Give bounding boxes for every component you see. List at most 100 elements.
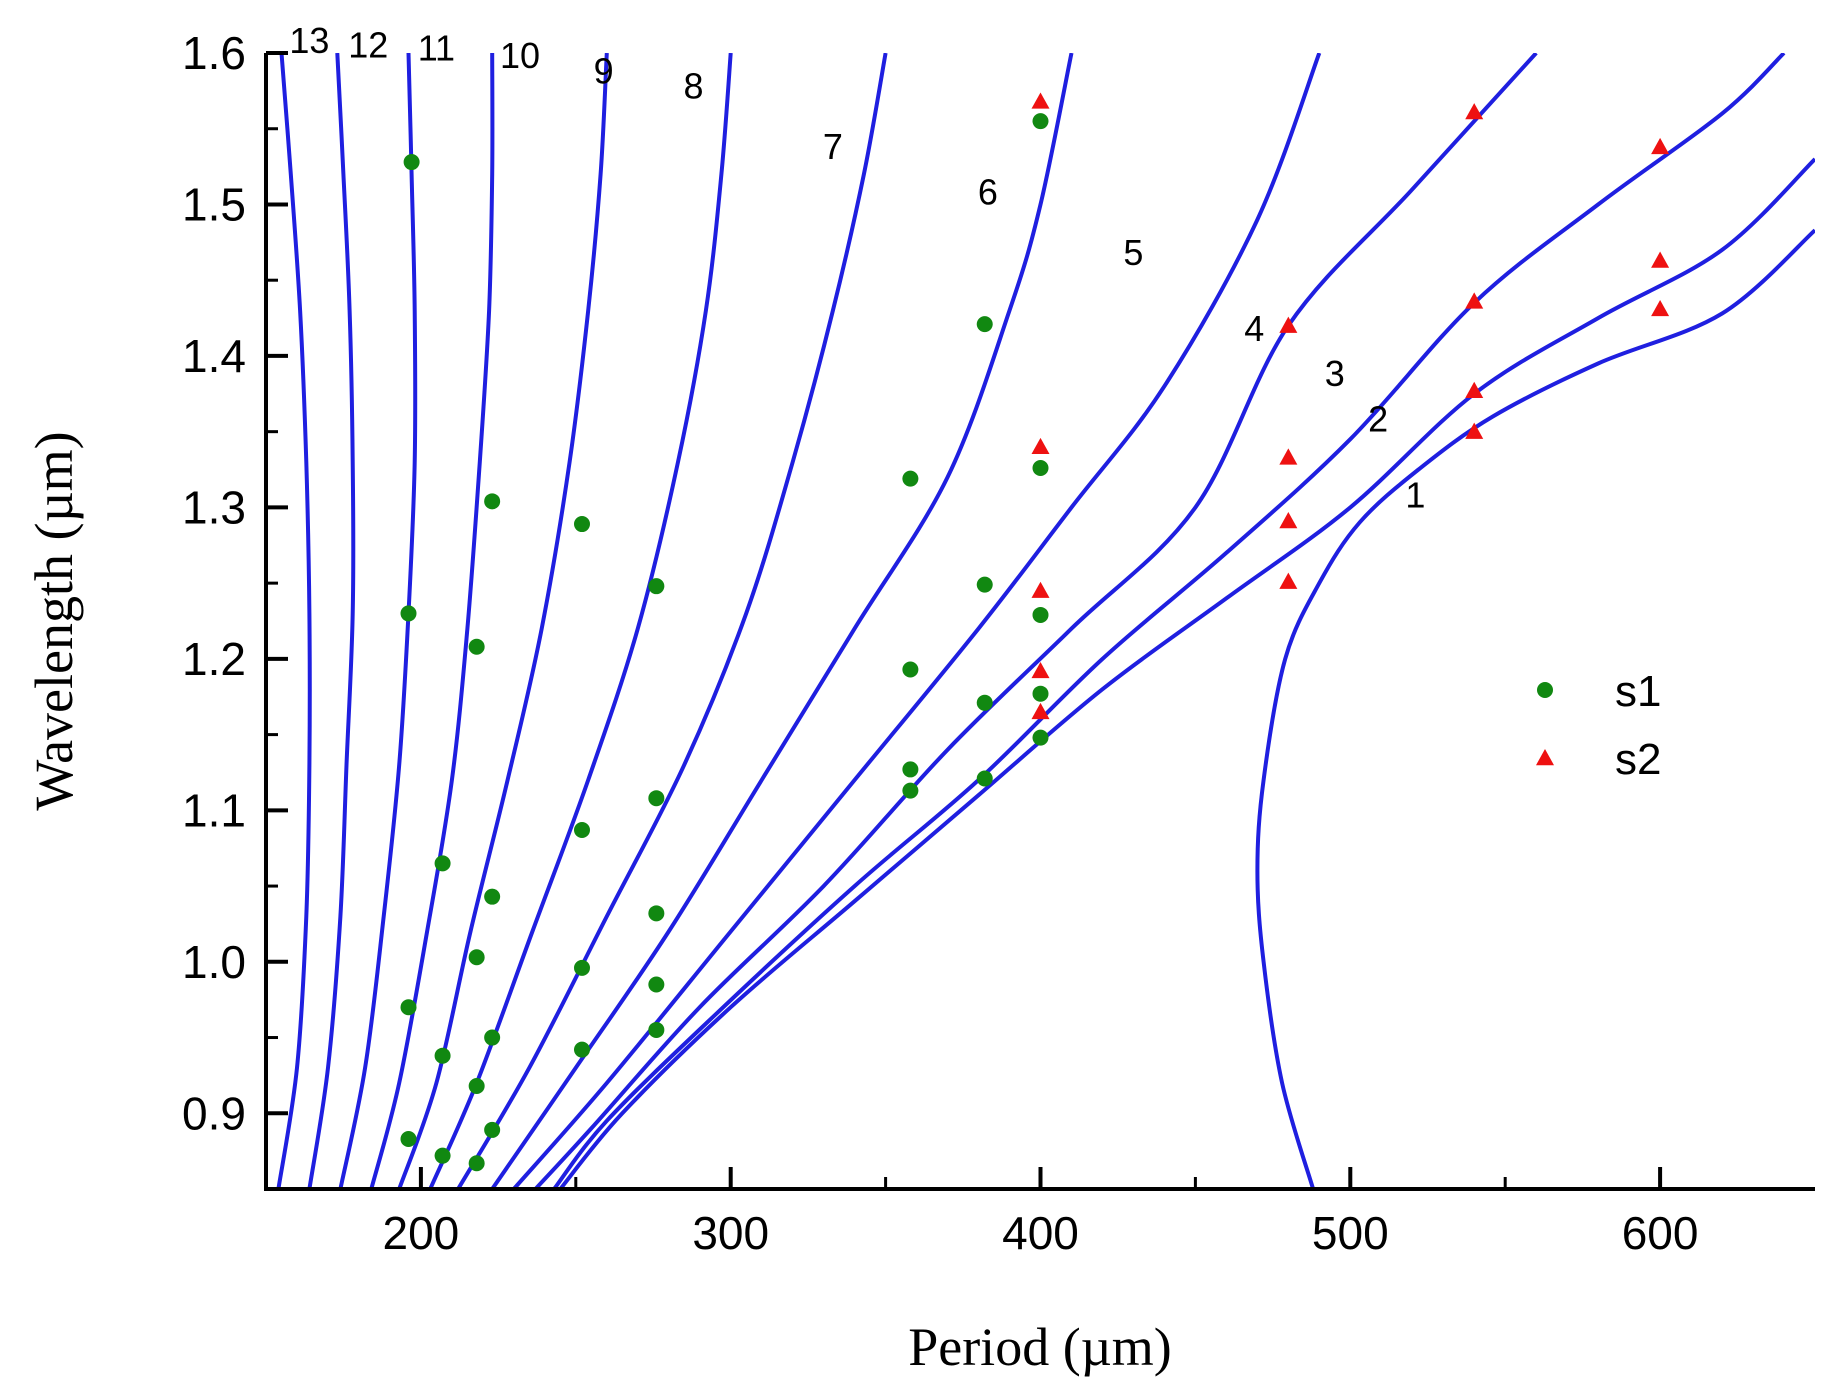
curve-10 — [369, 53, 495, 1189]
s2-point — [1465, 292, 1484, 309]
s2-point — [1465, 422, 1484, 439]
curve-label-10: 10 — [500, 35, 540, 76]
s2-point — [1279, 448, 1298, 465]
s2-point — [1651, 299, 1670, 317]
points-layer — [400, 92, 1670, 1172]
s1-point — [1032, 113, 1049, 130]
curve-12 — [307, 53, 356, 1189]
y-tick-label: 0.9 — [182, 1087, 246, 1139]
s1-point — [976, 770, 993, 787]
y-tick-label: 1.4 — [182, 330, 246, 382]
s1-point — [648, 976, 665, 993]
curve-label-11: 11 — [418, 28, 455, 69]
y-tick-label: 1.1 — [182, 784, 246, 836]
y-tick-label: 1.3 — [182, 481, 246, 533]
s1-point — [434, 855, 451, 872]
s1-point — [468, 638, 485, 655]
s1-point — [484, 493, 501, 510]
s1-point — [902, 470, 919, 487]
s2-point — [1031, 437, 1050, 455]
s1-point — [648, 578, 665, 595]
x-tick-label: 200 — [383, 1207, 460, 1259]
s1-point — [434, 1147, 451, 1164]
s2-point — [1031, 581, 1050, 598]
s1-point — [1032, 606, 1049, 623]
curve-5 — [512, 53, 1322, 1189]
s1-point — [573, 516, 590, 533]
s2-point — [1279, 512, 1298, 529]
x-tick-label: 400 — [1002, 1207, 1079, 1259]
s2-point — [1279, 572, 1298, 589]
s1-point — [484, 888, 501, 905]
curve-3 — [552, 53, 1786, 1189]
s2-point — [1031, 92, 1050, 109]
s1-point — [434, 1047, 451, 1064]
ticks-layer: 200 300 400 500 600 0.9 1.0 1.1 1.2 1.3 1.4 1.5 1.6 — [182, 27, 1698, 1259]
s1-point — [648, 1021, 665, 1038]
curve-label-13: 13 — [289, 20, 329, 61]
curve-2 — [558, 157, 1815, 1189]
curve-8 — [428, 53, 733, 1189]
s1-point — [1032, 460, 1049, 477]
curve-1 — [1255, 228, 1815, 1189]
curve-7 — [456, 53, 888, 1189]
s1-point — [648, 905, 665, 922]
s1-point — [468, 949, 485, 966]
s1-point — [976, 316, 993, 333]
curve-6 — [490, 53, 1074, 1189]
s1-point — [573, 1041, 590, 1058]
s1-point — [1032, 729, 1049, 746]
curve-9 — [397, 53, 609, 1189]
s1-point — [468, 1078, 485, 1095]
legend-marker-s2 — [1536, 749, 1554, 766]
s1-point — [468, 1155, 485, 1172]
x-tick-label: 500 — [1312, 1207, 1389, 1259]
s1-point — [400, 605, 417, 622]
s1-point — [484, 1121, 501, 1138]
x-tick-label: 600 — [1622, 1207, 1699, 1259]
s1-point — [902, 761, 919, 778]
curve-13 — [276, 53, 312, 1189]
y-tick-label: 1.2 — [182, 633, 246, 685]
curve-label-6: 6 — [978, 171, 998, 212]
s1-point — [1032, 685, 1049, 702]
curve-label-9: 9 — [594, 50, 614, 91]
s1-point — [484, 1029, 501, 1046]
s2-point — [1465, 103, 1484, 120]
legend-marker-s1 — [1537, 682, 1553, 698]
curve-label-2: 2 — [1368, 399, 1388, 440]
s1-point — [976, 694, 993, 711]
s2-point — [1031, 702, 1050, 720]
curve-label-3: 3 — [1325, 353, 1345, 394]
curve-label-12: 12 — [348, 25, 388, 66]
curve-label-1: 1 — [1405, 474, 1425, 515]
x-tick-label: 300 — [692, 1207, 769, 1259]
s1-point — [648, 790, 665, 807]
s2-point — [1031, 661, 1050, 679]
s1-point — [902, 782, 919, 799]
curve-label-7: 7 — [823, 126, 843, 167]
legend-label-s1: s1 — [1615, 667, 1661, 716]
curves-layer — [276, 53, 1815, 1189]
curve-label-8: 8 — [684, 65, 704, 106]
curve-4 — [534, 53, 1538, 1189]
s2-point — [1465, 381, 1484, 398]
curve-label-5: 5 — [1123, 232, 1143, 273]
s1-point — [573, 959, 590, 976]
s2-point — [1279, 316, 1298, 333]
s1-point — [400, 999, 417, 1016]
y-axis-title: Wavelength (µm) — [24, 431, 84, 810]
y-tick-label: 1.0 — [182, 936, 246, 988]
legend-label-s2: s2 — [1615, 735, 1661, 784]
s1-point — [976, 576, 993, 593]
s1-point — [403, 154, 420, 171]
y-tick-label: 1.6 — [182, 27, 246, 79]
s1-point — [902, 661, 919, 678]
s1-point — [400, 1131, 417, 1148]
x-axis-title: Period (µm) — [908, 1317, 1172, 1377]
curve-label-4: 4 — [1244, 308, 1264, 349]
s1-point — [573, 822, 590, 839]
s2-point — [1651, 251, 1670, 268]
